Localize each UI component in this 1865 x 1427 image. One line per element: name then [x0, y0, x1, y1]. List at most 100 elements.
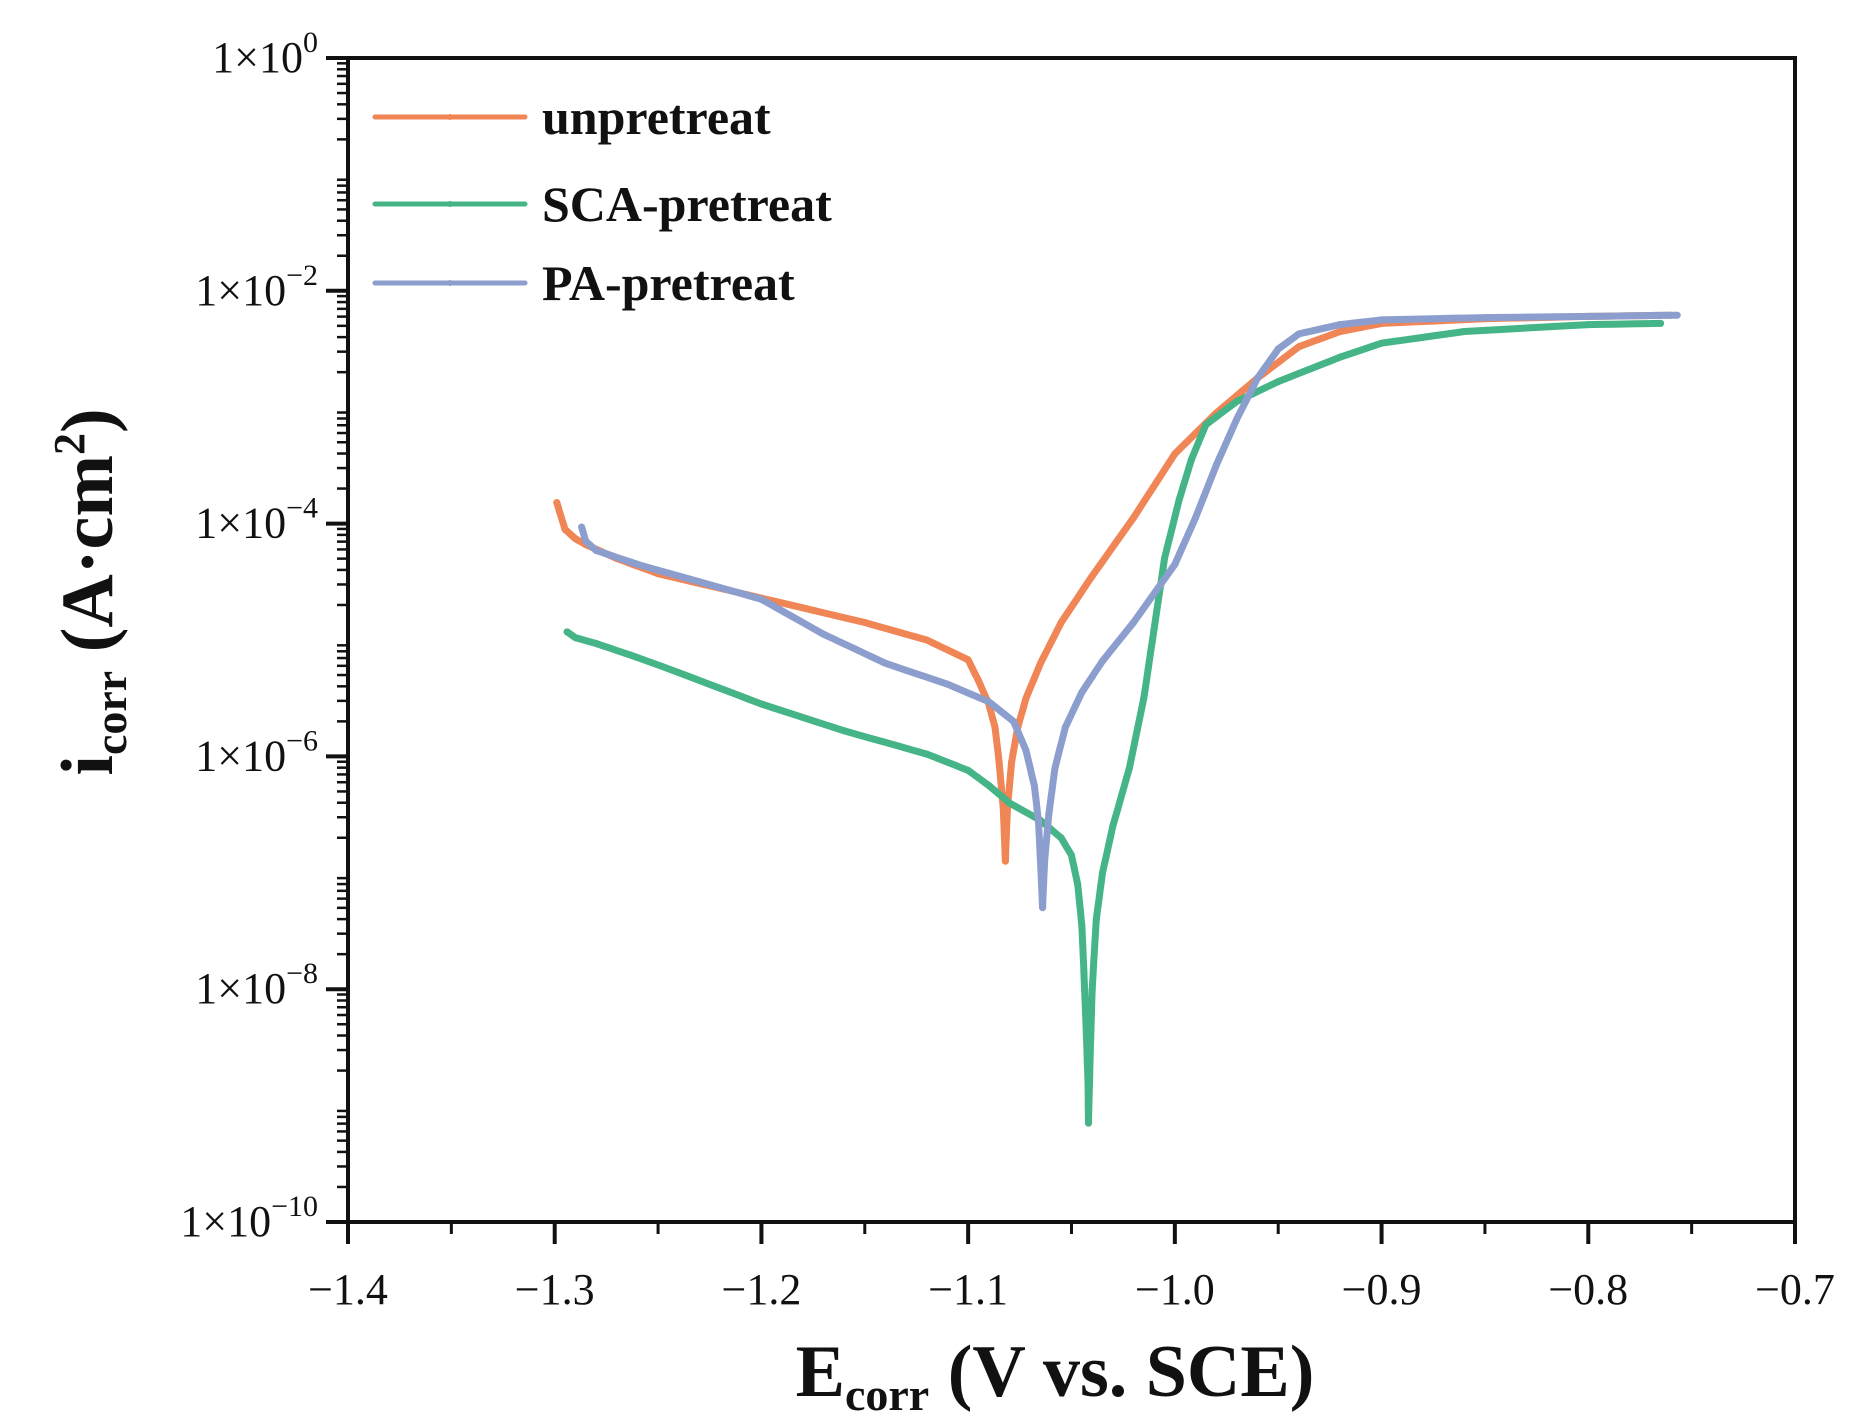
x-axis-title-sub: corr — [845, 1369, 929, 1420]
series-point-pa-pretreat — [1078, 688, 1086, 696]
y-axis-title-sup: 2 — [45, 433, 94, 455]
y-tick-label: 1×100 — [212, 26, 318, 82]
series-point-unpretreat — [1037, 659, 1044, 667]
series-point-pa-pretreat — [819, 630, 827, 638]
series-point-unpretreat — [561, 525, 569, 533]
series-point-sca-pretreat — [1140, 694, 1148, 702]
series-point-unpretreat — [861, 619, 869, 626]
legend-label-pa-pretreat: PA-pretreat — [542, 255, 795, 311]
series-point-sca-pretreat — [1150, 624, 1158, 632]
series-point-pa-pretreat — [1061, 723, 1069, 731]
x-tick-label: −0.8 — [1548, 1265, 1628, 1314]
x-tick-label: −1.3 — [515, 1265, 595, 1314]
series-point-unpretreat — [991, 723, 999, 731]
x-tick-label: −1.0 — [1135, 1265, 1215, 1314]
series-point-sca-pretreat — [757, 700, 765, 708]
series-point-pa-pretreat — [1045, 811, 1053, 819]
series-point-pa-pretreat — [1584, 312, 1592, 320]
x-tick-label: −0.7 — [1755, 1265, 1835, 1314]
series-point-unpretreat — [1336, 328, 1344, 335]
series-point-sca-pretreat — [1274, 378, 1282, 386]
series-point-pa-pretreat — [1039, 904, 1047, 912]
y-tick-label: 1×10−4 — [195, 492, 318, 548]
y-tick-label-base: 1×10 — [195, 731, 286, 780]
series-point-pa-pretreat — [1212, 461, 1220, 469]
series-point-unpretreat — [1057, 619, 1065, 626]
y-tick-label-base: 1×10 — [195, 499, 286, 548]
series-point-unpretreat — [923, 636, 931, 644]
series-point-pa-pretreat — [1051, 764, 1059, 772]
y-tick-label-base: 1×10 — [195, 266, 286, 315]
series-point-sca-pretreat — [1057, 834, 1065, 842]
series-point-pa-pretreat — [757, 595, 765, 603]
series-point-pa-pretreat — [882, 659, 889, 667]
series-point-sca-pretreat — [1080, 968, 1088, 976]
series-point-unpretreat — [1130, 514, 1137, 522]
legend-marker-sca-pretreat — [447, 201, 453, 207]
x-tick-label: −1.2 — [722, 1265, 802, 1314]
series-point-sca-pretreat — [1068, 851, 1075, 859]
series-point-sca-pretreat — [1657, 319, 1665, 327]
y-axis-title-close: ) — [47, 408, 129, 433]
series-point-pa-pretreat — [592, 546, 600, 554]
series-point-sca-pretreat — [1109, 822, 1117, 830]
series-point-pa-pretreat — [1192, 514, 1199, 522]
series-point-sca-pretreat — [571, 634, 579, 642]
legend-label-sca-pretreat: SCA-pretreat — [542, 176, 832, 232]
series-point-pa-pretreat — [633, 560, 641, 568]
series-point-pa-pretreat — [578, 523, 586, 531]
series-point-pa-pretreat — [1233, 415, 1241, 423]
series-point-pa-pretreat — [1274, 345, 1282, 353]
series-point-pa-pretreat — [1254, 374, 1261, 382]
legend-marker-pa-pretreat — [447, 280, 453, 286]
y-tick-label-exponent: −4 — [286, 492, 318, 525]
series-point-unpretreat — [571, 535, 579, 543]
series-point-sca-pretreat — [1125, 764, 1133, 772]
series-point-sca-pretreat — [1187, 456, 1195, 464]
series-point-pa-pretreat — [1673, 311, 1681, 319]
y-tick-label: 1×10−6 — [195, 724, 318, 780]
series-point-unpretreat — [1008, 758, 1016, 766]
series-point-unpretreat — [995, 758, 1003, 766]
series-point-sca-pretreat — [1088, 985, 1096, 993]
series-point-pa-pretreat — [1295, 330, 1303, 338]
series-point-pa-pretreat — [1336, 321, 1344, 329]
series-layer — [553, 311, 1681, 1127]
y-tick-label-exponent: −10 — [271, 1190, 318, 1223]
series-point-pa-pretreat — [1041, 857, 1049, 865]
series-point-pa-pretreat — [1130, 619, 1137, 626]
legend-marker-unpretreat — [447, 114, 453, 120]
legend-label-unpretreat: unpretreat — [542, 89, 771, 145]
series-point-pa-pretreat — [944, 680, 951, 688]
series-point-sca-pretreat — [1084, 1078, 1092, 1086]
x-axis-title: Ecorr (V vs. SCE) — [796, 1331, 1315, 1420]
series-point-sca-pretreat — [1202, 421, 1210, 429]
series-point-sca-pretreat — [563, 628, 571, 636]
series-point-sca-pretreat — [1086, 1055, 1094, 1063]
series-point-sca-pretreat — [1082, 1020, 1090, 1028]
y-tick-label-exponent: 0 — [303, 26, 318, 59]
y-tick-label: 1×10−2 — [195, 259, 318, 315]
x-axis-title-main: E — [796, 1331, 845, 1413]
series-point-unpretreat — [1088, 572, 1096, 580]
series-point-pa-pretreat — [1171, 560, 1179, 568]
y-tick-label-exponent: −8 — [286, 957, 318, 990]
y-tick-label: 1×10−8 — [195, 957, 318, 1013]
series-point-unpretreat — [1001, 857, 1009, 865]
series-point-unpretreat — [964, 656, 972, 664]
series-point-unpretreat — [1022, 694, 1030, 702]
x-tick-label: −0.9 — [1342, 1265, 1422, 1314]
series-point-sca-pretreat — [1085, 1119, 1092, 1127]
x-axis-title-rest: (V vs. SCE) — [929, 1331, 1314, 1413]
series-point-pa-pretreat — [985, 698, 993, 706]
y-axis-title-sub: corr — [85, 671, 136, 755]
series-point-unpretreat — [1003, 805, 1011, 813]
series-point-sca-pretreat — [985, 782, 993, 789]
y-tick-label-base: 1×10 — [195, 964, 286, 1013]
series-point-sca-pretreat — [1460, 328, 1468, 335]
y-axis-title-main: i — [47, 755, 129, 776]
series-point-sca-pretreat — [1074, 880, 1082, 888]
